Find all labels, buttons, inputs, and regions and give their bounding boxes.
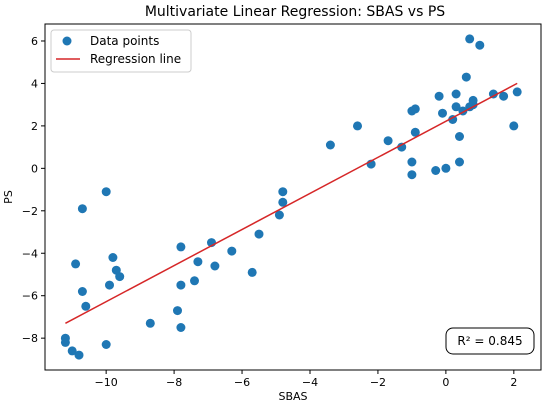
annotation-text: R² = 0.845 <box>457 334 522 348</box>
data-point <box>247 267 257 277</box>
data-point <box>176 323 186 332</box>
data-point <box>451 102 461 112</box>
data-point <box>115 272 125 282</box>
data-point <box>488 89 498 99</box>
data-point <box>407 157 417 167</box>
y-tick-label: 2 <box>31 120 38 133</box>
data-point <box>60 337 70 347</box>
data-point <box>325 140 335 150</box>
data-point <box>173 306 182 316</box>
y-tick-label: 0 <box>31 162 38 175</box>
x-axis-label: SBAS <box>278 390 307 403</box>
legend-label-regression-line: Regression line <box>90 52 181 66</box>
data-point <box>441 163 451 173</box>
data-point <box>451 89 461 99</box>
data-point <box>210 261 220 271</box>
data-point <box>468 95 478 105</box>
data-point <box>77 287 87 296</box>
data-point <box>77 204 87 214</box>
data-point <box>193 257 203 267</box>
y-axis-label: PS <box>2 190 15 204</box>
legend-marker-data-points <box>62 36 72 46</box>
data-point <box>353 121 362 131</box>
data-point <box>176 280 186 290</box>
data-point <box>105 280 114 290</box>
data-point <box>438 108 447 118</box>
data-point <box>176 242 186 252</box>
data-point <box>431 166 441 175</box>
data-point <box>465 34 475 44</box>
x-tick-label: −8 <box>166 376 182 389</box>
x-tick-label: −6 <box>234 376 250 389</box>
x-tick-label: 2 <box>510 376 517 389</box>
data-point <box>190 276 199 286</box>
x-axis: −10 −8 −6 −4 −2 0 2 <box>95 370 517 389</box>
data-point <box>397 142 407 152</box>
y-tick-label: −2 <box>22 205 38 218</box>
y-tick-label: 4 <box>31 77 38 90</box>
data-point <box>227 246 237 256</box>
data-point <box>461 72 471 82</box>
data-point <box>455 157 464 167</box>
data-point <box>512 87 522 97</box>
legend: Data points Regression line <box>50 29 192 73</box>
x-tick-label: −10 <box>95 376 118 389</box>
annotation-box <box>445 327 535 355</box>
data-point <box>455 132 464 141</box>
plot-frame <box>44 23 542 371</box>
data-point <box>475 40 485 50</box>
data-point <box>145 318 155 328</box>
y-tick-label: −6 <box>22 290 38 303</box>
plot-area <box>60 34 522 360</box>
y-tick-label: −8 <box>22 332 38 345</box>
x-tick-label: −4 <box>302 376 318 389</box>
data-point <box>71 259 81 269</box>
data-point <box>74 350 84 360</box>
data-point <box>274 210 284 220</box>
y-axis: −8 −6 −4 −2 0 2 4 6 <box>22 35 45 345</box>
data-point <box>509 121 519 131</box>
r-squared-annotation: R² = 0.845 <box>445 327 535 355</box>
regression-line <box>65 82 518 324</box>
data-point <box>410 127 420 137</box>
data-point <box>254 229 264 239</box>
data-point <box>108 253 118 262</box>
data-point <box>101 187 111 197</box>
chart-title: Multivariate Linear Regression: SBAS vs … <box>145 4 445 20</box>
data-point <box>101 340 111 349</box>
data-point <box>278 197 288 207</box>
data-point <box>383 136 393 146</box>
data-point <box>278 187 288 197</box>
y-tick-label: −4 <box>22 247 38 260</box>
data-point <box>81 301 91 311</box>
data-point <box>499 91 509 101</box>
y-tick-label: 6 <box>31 35 38 48</box>
x-tick-label: 0 <box>442 376 449 389</box>
data-point <box>67 346 77 356</box>
x-tick-label: −2 <box>370 376 386 389</box>
data-point <box>410 104 420 114</box>
data-point <box>434 91 444 101</box>
legend-label-data-points: Data points <box>90 34 159 48</box>
legend-box <box>50 29 192 73</box>
data-point <box>407 170 417 180</box>
